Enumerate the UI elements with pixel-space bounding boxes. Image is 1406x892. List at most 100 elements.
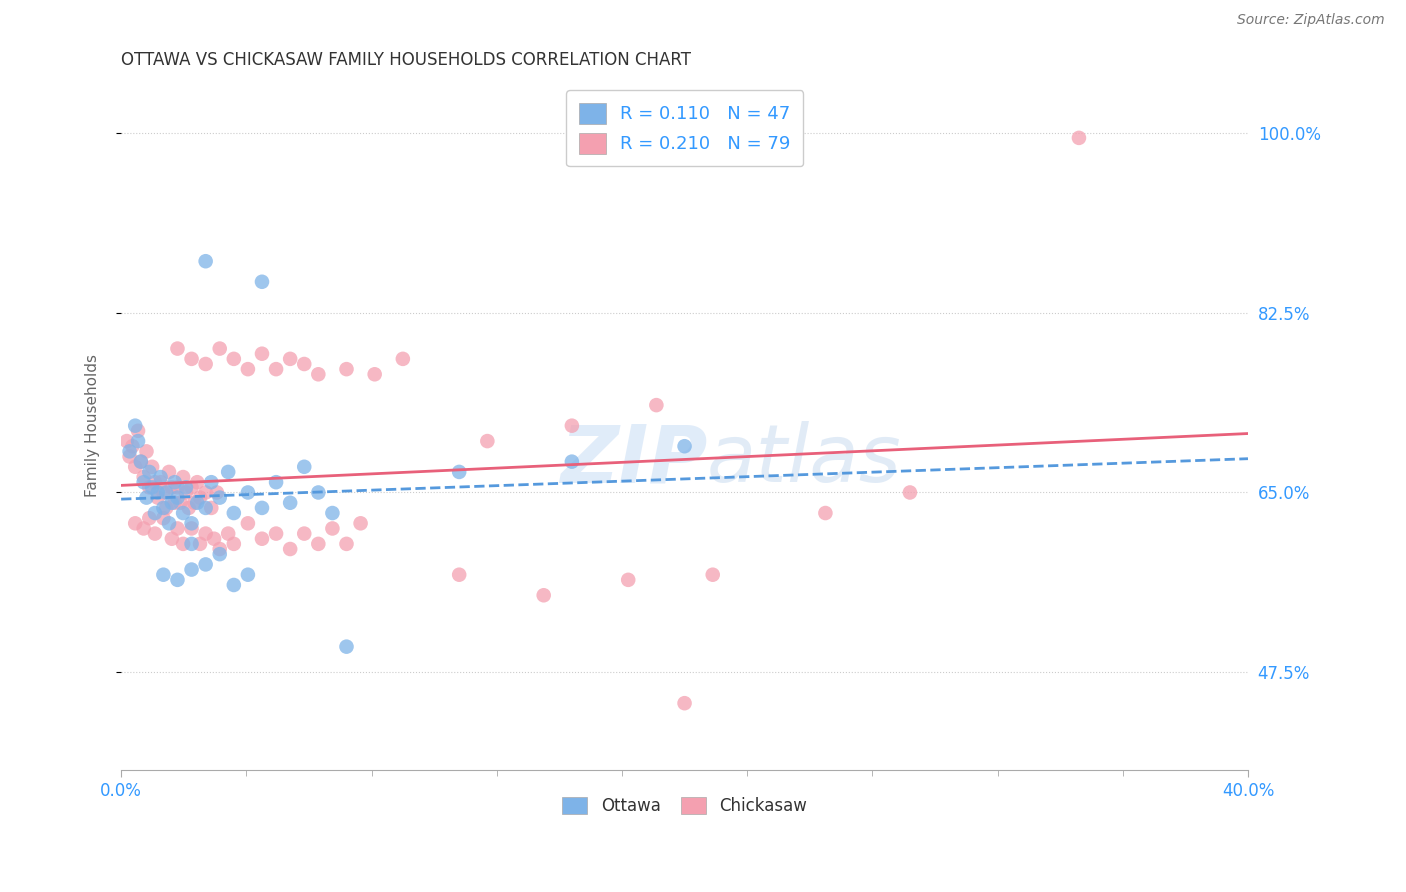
Point xyxy=(141,480,163,494)
Point xyxy=(264,475,287,490)
Text: OTTAWA VS CHICKASAW FAMILY HOUSEHOLDS CORRELATION CHART: OTTAWA VS CHICKASAW FAMILY HOUSEHOLDS CO… xyxy=(121,51,692,69)
Point xyxy=(118,450,141,464)
Point xyxy=(217,526,239,541)
Point xyxy=(180,563,202,577)
Point xyxy=(264,526,287,541)
Point xyxy=(166,491,188,505)
Point xyxy=(127,424,149,438)
Point xyxy=(278,541,301,556)
Point xyxy=(143,506,166,520)
Point xyxy=(278,351,301,366)
Point xyxy=(292,459,315,474)
Point xyxy=(174,485,197,500)
Point xyxy=(250,347,273,361)
Point xyxy=(194,357,217,371)
Point xyxy=(335,640,357,654)
Point xyxy=(129,455,152,469)
Point xyxy=(292,526,315,541)
Point xyxy=(188,491,211,505)
Point xyxy=(186,496,208,510)
Point xyxy=(135,444,157,458)
Point xyxy=(132,470,155,484)
Point xyxy=(194,526,217,541)
Point xyxy=(160,480,183,494)
Point xyxy=(166,521,188,535)
Point xyxy=(449,465,471,479)
Point xyxy=(561,418,583,433)
Point xyxy=(124,516,146,531)
Point xyxy=(208,342,231,356)
Point xyxy=(124,418,146,433)
Point xyxy=(129,455,152,469)
Point xyxy=(335,362,357,376)
Point xyxy=(335,537,357,551)
Point xyxy=(143,475,166,490)
Point xyxy=(533,588,555,602)
Text: Source: ZipAtlas.com: Source: ZipAtlas.com xyxy=(1237,13,1385,28)
Point xyxy=(180,480,202,494)
Point xyxy=(392,351,415,366)
Point xyxy=(149,470,172,484)
Point xyxy=(194,254,217,268)
Point xyxy=(814,506,837,520)
Point xyxy=(477,434,499,448)
Point xyxy=(152,485,174,500)
Point xyxy=(155,485,177,500)
Point xyxy=(143,526,166,541)
Point xyxy=(152,567,174,582)
Point xyxy=(132,475,155,490)
Point xyxy=(180,516,202,531)
Point xyxy=(264,362,287,376)
Point xyxy=(194,500,217,515)
Point xyxy=(205,485,228,500)
Point xyxy=(180,521,202,535)
Point xyxy=(180,351,202,366)
Point xyxy=(163,475,186,490)
Point xyxy=(135,491,157,505)
Point xyxy=(236,362,259,376)
Point xyxy=(157,516,180,531)
Point xyxy=(160,496,183,510)
Point xyxy=(166,573,188,587)
Point xyxy=(250,500,273,515)
Point xyxy=(250,532,273,546)
Point xyxy=(449,567,471,582)
Point xyxy=(186,475,208,490)
Point xyxy=(138,465,160,479)
Point xyxy=(292,357,315,371)
Point xyxy=(188,537,211,551)
Point xyxy=(132,521,155,535)
Point xyxy=(208,547,231,561)
Point xyxy=(127,434,149,448)
Point xyxy=(149,475,172,490)
Point xyxy=(163,496,186,510)
Point xyxy=(146,485,169,500)
Point xyxy=(200,475,222,490)
Point xyxy=(118,444,141,458)
Point xyxy=(160,532,183,546)
Point xyxy=(321,521,343,535)
Point xyxy=(146,491,169,505)
Point xyxy=(250,275,273,289)
Point xyxy=(115,434,138,448)
Point xyxy=(200,500,222,515)
Point xyxy=(141,459,163,474)
Point xyxy=(166,480,188,494)
Point xyxy=(363,368,385,382)
Point xyxy=(222,506,245,520)
Point xyxy=(174,480,197,494)
Point xyxy=(898,485,921,500)
Point xyxy=(645,398,668,412)
Point xyxy=(166,342,188,356)
Y-axis label: Family Households: Family Households xyxy=(86,354,100,497)
Point xyxy=(194,485,217,500)
Text: atlas: atlas xyxy=(707,421,901,500)
Legend: Ottawa, Chickasaw: Ottawa, Chickasaw xyxy=(554,789,815,823)
Point xyxy=(307,485,329,500)
Point xyxy=(208,541,231,556)
Point xyxy=(172,506,194,520)
Point xyxy=(307,537,329,551)
Point xyxy=(217,465,239,479)
Point xyxy=(152,511,174,525)
Point xyxy=(561,455,583,469)
